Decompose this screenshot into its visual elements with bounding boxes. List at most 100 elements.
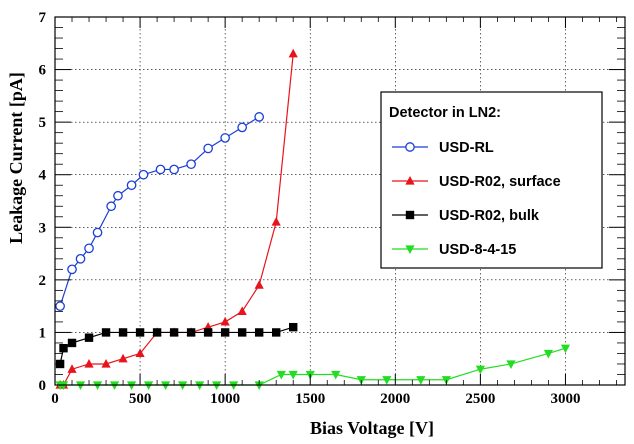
data-point — [67, 338, 77, 348]
data-point — [276, 370, 286, 380]
data-point — [138, 169, 149, 180]
legend-box — [380, 91, 603, 269]
data-point — [237, 328, 247, 337]
data-point — [155, 164, 166, 175]
y-axis-title: Leakage Current [pA] — [6, 72, 26, 244]
data-point — [169, 328, 179, 337]
data-point — [55, 301, 65, 311]
data-point — [195, 381, 205, 390]
data-point — [113, 190, 123, 201]
data-point — [229, 381, 239, 390]
legend-label: USD-8-4-15 — [439, 242, 516, 258]
series-line — [59, 326, 294, 365]
data-point — [416, 376, 426, 385]
x-tick-label: 2000 — [380, 391, 410, 407]
data-point — [506, 360, 516, 369]
data-point — [271, 217, 281, 226]
data-point — [59, 344, 68, 353]
legend-entry: USD-RL — [392, 140, 494, 156]
legend-marker — [405, 142, 415, 152]
series-usd-rl — [55, 112, 265, 311]
data-point — [271, 328, 281, 337]
data-point — [237, 306, 247, 315]
legend-label: USD-RL — [439, 140, 494, 156]
axis-ticks: 0 500 1000 1500 2000 2500 3000 0 1 2 3 4 5 6 7 — [39, 10, 625, 407]
data-point — [118, 328, 128, 337]
data-point — [135, 328, 145, 337]
data-point — [288, 48, 298, 58]
data-point — [203, 328, 213, 337]
data-point — [543, 349, 554, 359]
data-point — [203, 143, 213, 154]
data-point — [382, 376, 392, 385]
data-point — [254, 328, 264, 337]
data-point — [212, 381, 222, 390]
legend-entry: USD-R02, surface — [392, 174, 561, 190]
y-tick-label: 4 — [39, 168, 47, 184]
data-point — [237, 122, 248, 133]
x-tick-label: 0 — [51, 391, 59, 407]
x-tick-label: 1500 — [295, 391, 325, 407]
data-point — [118, 353, 128, 363]
data-point — [92, 381, 103, 390]
y-tick-label: 7 — [39, 10, 47, 26]
x-tick-label: 1000 — [210, 391, 240, 407]
data-point — [126, 381, 137, 390]
data-point — [75, 253, 86, 264]
data-point — [331, 370, 341, 380]
data-point — [169, 164, 179, 175]
data-point — [109, 381, 120, 390]
data-point — [254, 112, 265, 122]
data-point — [101, 358, 111, 368]
y-tick-label: 5 — [39, 115, 47, 131]
x-tick-label: 500 — [129, 391, 152, 407]
data-point — [186, 328, 196, 337]
data-point — [101, 328, 111, 337]
y-tick-label: 2 — [39, 273, 47, 289]
legend-title: Detector in LN2: — [389, 105, 501, 121]
data-point — [75, 381, 86, 390]
data-point — [186, 159, 196, 170]
data-point — [254, 381, 264, 390]
legend-entry: USD-R02, bulk — [392, 208, 540, 224]
x-tick-label: 2500 — [465, 391, 495, 407]
data-point — [288, 370, 298, 380]
data-point — [143, 381, 154, 390]
data-point — [220, 328, 230, 337]
data-point — [289, 322, 298, 332]
legend-marker — [405, 210, 415, 220]
y-tick-label: 3 — [39, 220, 47, 236]
legend-entries: USD-RL USD-R02, surface USD-R02, bulk USD-8… — [392, 140, 561, 258]
legend-marker — [405, 245, 415, 254]
data-point — [84, 358, 94, 368]
data-point — [67, 264, 77, 275]
data-point — [152, 328, 162, 337]
data-point — [220, 316, 230, 326]
plot-frame — [54, 16, 626, 386]
data-point — [106, 201, 116, 212]
data-point — [220, 133, 230, 143]
y-tick-label: 6 — [39, 63, 47, 79]
data-point — [178, 381, 188, 390]
data-point — [84, 243, 94, 254]
data-point — [126, 180, 137, 191]
legend-marker — [405, 176, 415, 185]
x-tick-label: 3000 — [550, 391, 580, 407]
legend-entry: USD-8-4-15 — [392, 242, 516, 258]
data-point — [560, 344, 571, 354]
y-tick-label: 1 — [39, 325, 47, 341]
data-point — [58, 381, 69, 390]
data-point — [254, 280, 264, 289]
data-point — [135, 348, 145, 358]
x-axis-title: Bias Voltage [V] — [310, 418, 434, 438]
data-point — [92, 227, 103, 238]
series-line — [59, 116, 260, 307]
data-point — [67, 364, 77, 373]
data-point — [84, 333, 94, 342]
data-point — [160, 381, 171, 390]
y-tick-label: 0 — [39, 378, 47, 394]
legend-label: USD-R02, surface — [439, 174, 561, 190]
legend-label: USD-R02, bulk — [439, 208, 540, 224]
